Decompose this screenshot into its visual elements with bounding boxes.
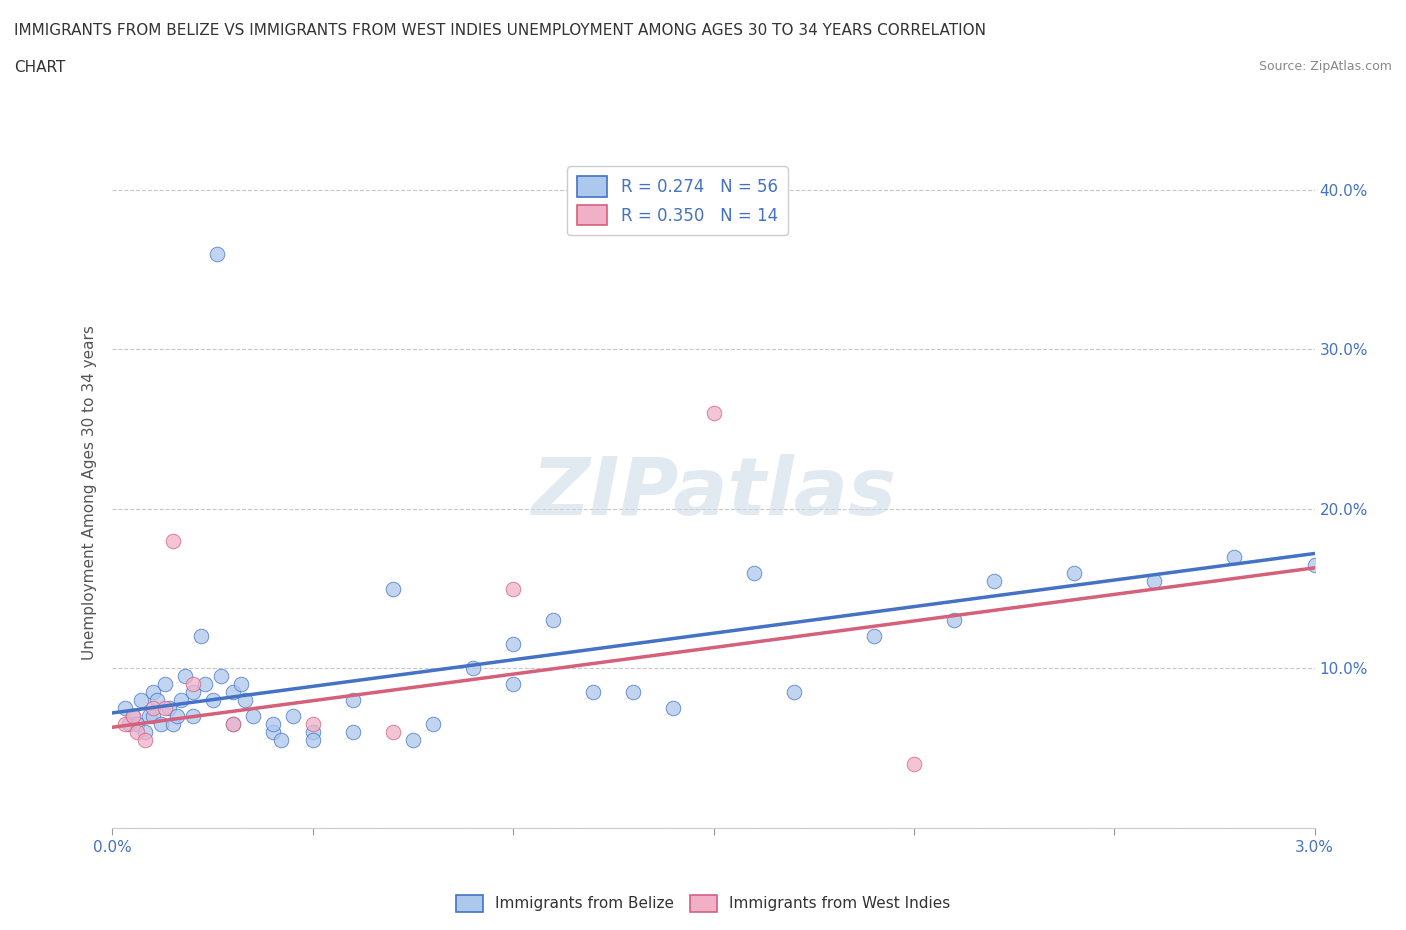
- Point: [153, 700, 176, 715]
- Point: [134, 733, 156, 748]
- Point: [162, 717, 184, 732]
- Point: [114, 700, 136, 715]
- Point: [582, 684, 605, 699]
- Point: [205, 246, 228, 261]
- Point: [173, 669, 195, 684]
- Point: [262, 724, 284, 739]
- Point: [983, 573, 1005, 588]
- Point: [782, 684, 804, 699]
- Legend: R = 0.274   N = 56, R = 0.350   N = 14: R = 0.274 N = 56, R = 0.350 N = 14: [567, 166, 787, 235]
- Point: [302, 733, 325, 748]
- Point: [153, 677, 176, 692]
- Point: [502, 677, 524, 692]
- Point: [742, 565, 765, 580]
- Point: [502, 581, 524, 596]
- Text: ZIPatlas: ZIPatlas: [531, 454, 896, 532]
- Point: [543, 613, 565, 628]
- Text: IMMIGRANTS FROM BELIZE VS IMMIGRANTS FROM WEST INDIES UNEMPLOYMENT AMONG AGES 30: IMMIGRANTS FROM BELIZE VS IMMIGRANTS FRO…: [14, 23, 986, 38]
- Point: [166, 709, 188, 724]
- Point: [222, 717, 245, 732]
- Text: Source: ZipAtlas.com: Source: ZipAtlas.com: [1258, 60, 1392, 73]
- Point: [621, 684, 644, 699]
- Text: CHART: CHART: [14, 60, 66, 75]
- Point: [149, 717, 172, 732]
- Point: [903, 756, 925, 771]
- Point: [242, 709, 264, 724]
- Point: [121, 709, 143, 724]
- Point: [138, 709, 160, 724]
- Point: [141, 684, 163, 699]
- Point: [114, 717, 136, 732]
- Point: [943, 613, 966, 628]
- Point: [157, 700, 180, 715]
- Point: [1303, 557, 1326, 572]
- Point: [125, 724, 148, 739]
- Point: [145, 693, 167, 708]
- Point: [461, 661, 484, 676]
- Point: [141, 700, 163, 715]
- Point: [129, 693, 152, 708]
- Point: [181, 709, 204, 724]
- Point: [1143, 573, 1166, 588]
- Point: [125, 717, 148, 732]
- Point: [181, 684, 204, 699]
- Y-axis label: Unemployment Among Ages 30 to 34 years: Unemployment Among Ages 30 to 34 years: [82, 326, 97, 660]
- Point: [134, 724, 156, 739]
- Point: [302, 724, 325, 739]
- Point: [702, 405, 725, 420]
- Point: [121, 709, 143, 724]
- Point: [194, 677, 217, 692]
- Point: [117, 717, 139, 732]
- Point: [422, 717, 444, 732]
- Point: [222, 717, 245, 732]
- Point: [402, 733, 425, 748]
- Point: [662, 700, 685, 715]
- Point: [162, 533, 184, 548]
- Point: [382, 581, 405, 596]
- Point: [281, 709, 304, 724]
- Point: [181, 677, 204, 692]
- Point: [262, 717, 284, 732]
- Point: [270, 733, 292, 748]
- Legend: Immigrants from Belize, Immigrants from West Indies: Immigrants from Belize, Immigrants from …: [450, 889, 956, 918]
- Point: [222, 684, 245, 699]
- Point: [201, 693, 224, 708]
- Point: [342, 693, 364, 708]
- Point: [1223, 550, 1246, 565]
- Point: [229, 677, 252, 692]
- Point: [502, 637, 524, 652]
- Point: [302, 717, 325, 732]
- Point: [342, 724, 364, 739]
- Point: [169, 693, 191, 708]
- Point: [382, 724, 405, 739]
- Point: [862, 629, 886, 644]
- Point: [209, 669, 232, 684]
- Point: [190, 629, 212, 644]
- Point: [233, 693, 256, 708]
- Point: [141, 709, 163, 724]
- Point: [1063, 565, 1085, 580]
